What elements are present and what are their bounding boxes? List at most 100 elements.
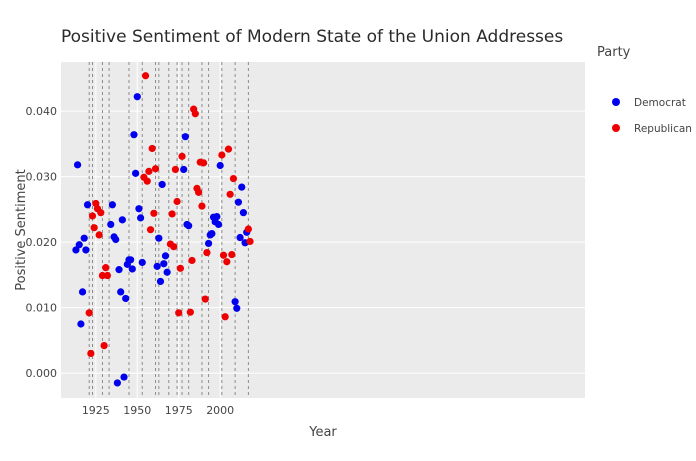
data-point-democrat[interactable]: [135, 205, 143, 213]
x-axis-title: Year: [308, 425, 337, 440]
data-point-democrat[interactable]: [73, 161, 82, 169]
data-point-democrat[interactable]: [214, 220, 223, 229]
data-point-republican[interactable]: [244, 225, 252, 233]
data-point-democrat[interactable]: [108, 201, 117, 209]
legend-item-democrat[interactable]: Democrat: [612, 97, 686, 109]
data-point-republican[interactable]: [98, 271, 107, 280]
data-point-democrat[interactable]: [153, 262, 161, 270]
data-point-republican[interactable]: [178, 152, 186, 160]
data-point-republican[interactable]: [171, 165, 180, 174]
data-point-democrat[interactable]: [204, 239, 213, 248]
data-point-democrat[interactable]: [234, 198, 243, 206]
data-point-democrat[interactable]: [213, 212, 221, 221]
data-point-republican[interactable]: [246, 237, 254, 246]
data-point-democrat[interactable]: [83, 201, 92, 209]
data-point-democrat[interactable]: [231, 298, 239, 306]
data-point-democrat[interactable]: [238, 183, 246, 191]
data-point-republican[interactable]: [148, 144, 156, 153]
data-point-democrat[interactable]: [185, 222, 193, 230]
data-point-republican[interactable]: [175, 309, 183, 317]
data-points: [72, 72, 254, 387]
data-point-democrat[interactable]: [155, 234, 163, 242]
data-point-democrat[interactable]: [107, 220, 115, 229]
data-point-democrat[interactable]: [156, 277, 165, 286]
y-axis-title: Positive Sentiment: [14, 169, 29, 290]
data-point-democrat[interactable]: [75, 241, 83, 249]
data-point-democrat[interactable]: [161, 252, 170, 260]
data-point-republican[interactable]: [88, 212, 97, 220]
data-point-republican[interactable]: [221, 313, 229, 321]
y-tick-label: 0.030: [26, 171, 58, 184]
data-point-democrat[interactable]: [118, 216, 126, 224]
data-point-democrat[interactable]: [115, 266, 123, 274]
data-point-republican[interactable]: [226, 190, 234, 198]
x-tick-label: 1950: [123, 404, 151, 417]
data-point-republican[interactable]: [170, 243, 178, 251]
data-point-republican[interactable]: [150, 209, 158, 217]
y-tick-label: 0.000: [26, 367, 58, 380]
data-point-democrat[interactable]: [216, 161, 224, 170]
data-point-democrat[interactable]: [163, 268, 171, 276]
data-point-republican[interactable]: [229, 174, 238, 183]
x-tick-label: 1925: [82, 404, 110, 417]
data-point-democrat[interactable]: [181, 133, 189, 141]
data-point-democrat[interactable]: [239, 209, 248, 217]
data-point-democrat[interactable]: [138, 258, 146, 267]
data-point-republican[interactable]: [198, 202, 206, 210]
data-point-republican[interactable]: [200, 159, 208, 167]
data-point-republican[interactable]: [203, 248, 211, 257]
data-point-republican[interactable]: [191, 110, 199, 118]
data-point-republican[interactable]: [195, 188, 203, 196]
data-point-democrat[interactable]: [120, 373, 128, 381]
data-point-republican[interactable]: [188, 256, 196, 265]
data-point-democrat[interactable]: [133, 93, 141, 101]
data-point-democrat[interactable]: [72, 246, 80, 254]
data-point-democrat[interactable]: [112, 235, 120, 244]
data-point-republican[interactable]: [141, 72, 150, 80]
data-point-democrat[interactable]: [122, 294, 130, 303]
data-point-republican[interactable]: [186, 308, 194, 316]
data-point-republican[interactable]: [218, 151, 226, 159]
data-point-republican[interactable]: [90, 224, 98, 232]
data-point-democrat[interactable]: [236, 233, 244, 242]
data-point-democrat[interactable]: [160, 260, 168, 268]
data-point-democrat[interactable]: [233, 304, 241, 312]
data-point-democrat[interactable]: [113, 379, 121, 387]
data-point-democrat[interactable]: [130, 131, 138, 139]
data-point-republican[interactable]: [97, 209, 105, 217]
data-point-republican[interactable]: [219, 251, 228, 259]
data-point-democrat[interactable]: [82, 246, 90, 254]
data-point-republican[interactable]: [201, 295, 209, 303]
data-point-republican[interactable]: [224, 145, 233, 153]
legend-item-republican[interactable]: Republican: [612, 123, 692, 135]
data-point-republican[interactable]: [102, 264, 110, 272]
data-point-republican[interactable]: [228, 250, 236, 259]
data-point-republican[interactable]: [223, 258, 231, 266]
data-point-republican[interactable]: [173, 197, 181, 206]
data-point-republican[interactable]: [95, 231, 103, 239]
data-point-democrat[interactable]: [80, 234, 88, 242]
data-point-republican[interactable]: [176, 264, 184, 272]
data-point-republican[interactable]: [146, 226, 155, 234]
data-point-republican[interactable]: [143, 177, 151, 185]
data-point-democrat[interactable]: [208, 230, 216, 238]
data-point-democrat[interactable]: [78, 288, 87, 296]
data-point-democrat[interactable]: [132, 169, 140, 177]
data-point-democrat[interactable]: [180, 165, 188, 174]
data-point-democrat[interactable]: [117, 288, 125, 296]
axis-ticks: 0.000 0.010 0.020 0.030 0.040 1925 1950 1975 200…: [26, 105, 235, 417]
data-point-republican[interactable]: [87, 349, 95, 358]
data-point-republican[interactable]: [85, 309, 93, 317]
data-point-democrat[interactable]: [127, 256, 135, 264]
data-point-democrat[interactable]: [158, 180, 166, 189]
data-point-democrat[interactable]: [136, 214, 145, 222]
data-point-republican[interactable]: [100, 342, 108, 350]
data-point-republican[interactable]: [103, 271, 112, 280]
data-point-democrat[interactable]: [77, 320, 85, 328]
data-point-republican[interactable]: [168, 210, 176, 218]
data-point-republican[interactable]: [145, 167, 153, 175]
data-point-republican[interactable]: [151, 165, 160, 173]
data-point-democrat[interactable]: [128, 265, 136, 273]
